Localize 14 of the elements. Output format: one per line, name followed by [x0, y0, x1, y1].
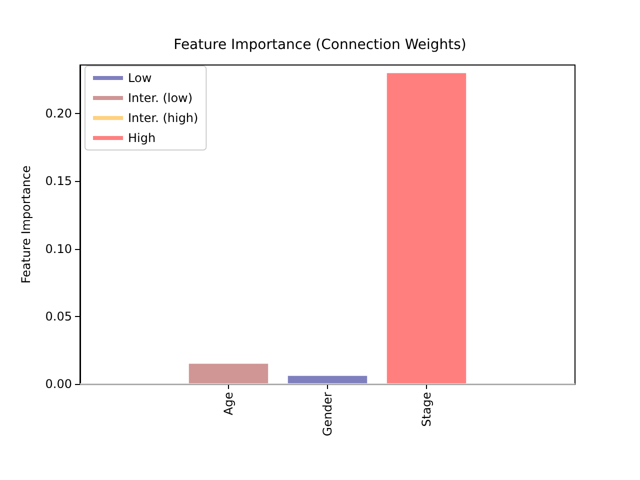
legend-label: Low [128, 71, 152, 85]
legend-label: Inter. (low) [128, 91, 193, 105]
x-tick-label: Gender [320, 392, 334, 436]
y-tick-label: 0.00 [45, 377, 72, 391]
y-tick-label: 0.05 [45, 309, 72, 324]
y-axis-title: Feature Importance [19, 166, 33, 284]
x-tick-label: Stage [420, 392, 434, 427]
y-tick-label: 0.15 [45, 174, 72, 188]
x-tick-label: Age [222, 392, 236, 416]
y-tick-label: 0.10 [45, 242, 72, 256]
y-tick-label: 0.20 [45, 106, 72, 121]
legend-label: Inter. (high) [128, 111, 198, 125]
legend-label: High [128, 131, 156, 145]
chart-title: Feature Importance (Connection Weights) [174, 37, 466, 53]
